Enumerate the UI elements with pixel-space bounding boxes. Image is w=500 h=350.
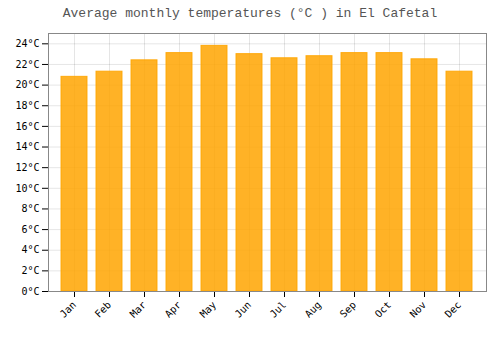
svg-text:6°C: 6°C bbox=[21, 224, 39, 235]
html-text:Average monthly temperatures (: Average monthly temperatures (°C ) in El… bbox=[62, 6, 438, 21]
svg-text:Nov: Nov bbox=[408, 299, 429, 320]
svg-text:24°C: 24°C bbox=[15, 38, 39, 49]
svg-text:12°C: 12°C bbox=[15, 162, 39, 173]
svg-text:Mar: Mar bbox=[128, 299, 149, 320]
svg-text:Jun: Jun bbox=[233, 299, 254, 320]
svg-text:0°C: 0°C bbox=[21, 286, 39, 297]
svg-text:16°C: 16°C bbox=[15, 121, 39, 132]
svg-text:4°C: 4°C bbox=[21, 244, 39, 255]
svg-text:Dec: Dec bbox=[443, 299, 464, 320]
svg-text:14°C: 14°C bbox=[15, 141, 39, 152]
svg-text:Sep: Sep bbox=[338, 299, 359, 320]
svg-text:2°C: 2°C bbox=[21, 265, 39, 276]
svg-text:Feb: Feb bbox=[93, 299, 114, 320]
svg-text:Oct: Oct bbox=[373, 299, 394, 320]
svg-text:Jul: Jul bbox=[268, 299, 289, 320]
svg-text:18°C: 18°C bbox=[15, 100, 39, 111]
svg-text:20°C: 20°C bbox=[15, 79, 39, 90]
svg-text:22°C: 22°C bbox=[15, 59, 39, 70]
svg-text:Jan: Jan bbox=[58, 299, 79, 320]
svg-text:Apr: Apr bbox=[163, 299, 184, 320]
svg-text:Aug: Aug bbox=[303, 299, 324, 320]
svg-text:10°C: 10°C bbox=[15, 183, 39, 194]
svg-text:8°C: 8°C bbox=[21, 203, 39, 214]
svg-text:May: May bbox=[198, 299, 219, 320]
